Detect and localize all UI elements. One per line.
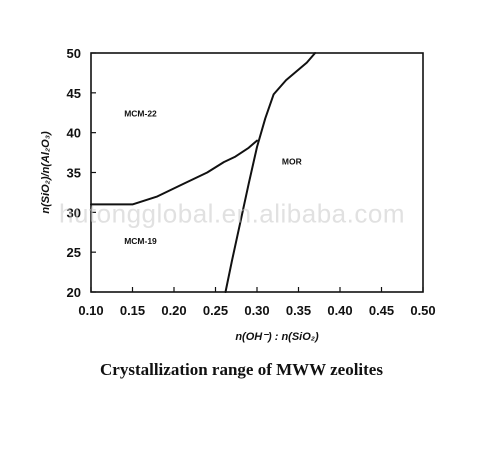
region-label-mcm-19: MCM-19	[124, 236, 157, 246]
y-tick-label: 35	[67, 166, 81, 181]
y-tick-label: 45	[67, 86, 81, 101]
x-tick-label: 0.45	[369, 303, 394, 318]
y-tick-label: 40	[67, 126, 81, 141]
x-tick-label: 0.30	[244, 303, 269, 318]
x-tick-label: 0.50	[410, 303, 435, 318]
boundary-line-1	[90, 139, 258, 206]
x-tick-label: 0.40	[327, 303, 352, 318]
y-tick-label: 50	[67, 46, 81, 61]
y-axis-title: n(SiO₂)/n(Al₂O₃)	[40, 131, 52, 214]
x-axis-title: n(OH⁻) : n(SiO₂)	[235, 331, 319, 343]
region-label-mcm-22: MCM-22	[124, 109, 157, 119]
x-tick-label: 0.20	[161, 303, 186, 318]
chart-caption: Crystallization range of MWW zeolites	[100, 360, 383, 379]
plot-frame	[90, 52, 424, 293]
y-tick-label: 20	[67, 285, 81, 300]
y-tick-label: 30	[67, 205, 81, 220]
x-tick-label: 0.15	[120, 303, 145, 318]
watermark: hutongglobal.en.alibaba.com	[59, 198, 405, 229]
x-tick-label: 0.25	[203, 303, 228, 318]
region-label-mor: MOR	[282, 157, 302, 167]
x-tick-label: 0.10	[78, 303, 103, 318]
x-tick-label: 0.35	[286, 303, 311, 318]
y-tick-label: 25	[67, 245, 81, 260]
boundary-line-2	[224, 52, 317, 293]
